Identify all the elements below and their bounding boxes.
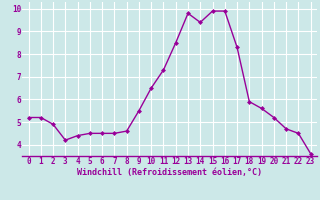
X-axis label: Windchill (Refroidissement éolien,°C): Windchill (Refroidissement éolien,°C) (77, 168, 262, 177)
